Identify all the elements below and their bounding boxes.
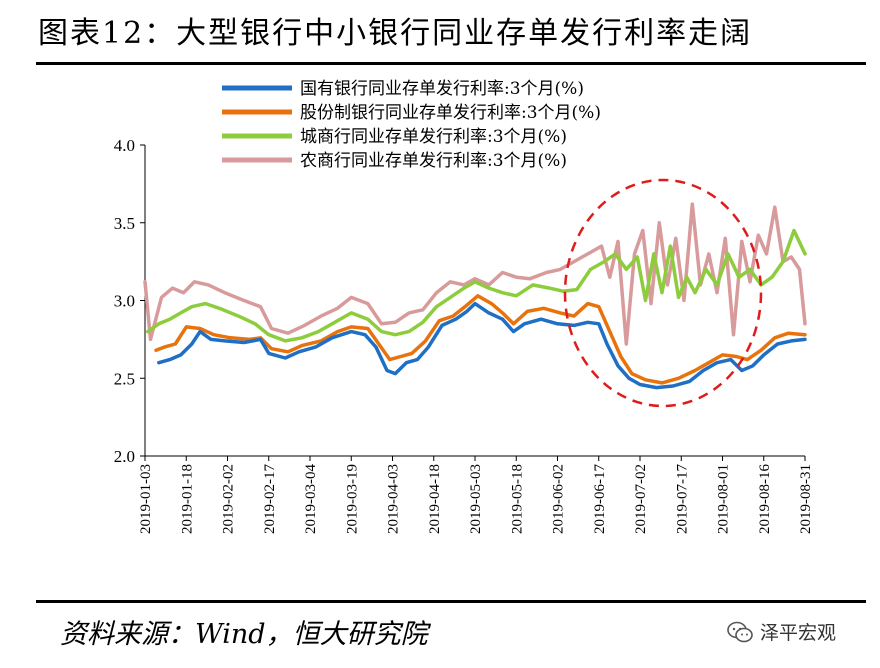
wechat-icon <box>727 621 753 642</box>
series-line-1 <box>157 301 807 390</box>
chart-axes: 2.0 2.5 3.0 3.5 4.0 2019-01-03 2019-01-18 2019-… <box>114 136 814 534</box>
x-tick-label: 2019-01-03 <box>138 464 154 534</box>
title-rule <box>36 62 866 65</box>
x-tick-label: 2019-07-02 <box>633 464 649 534</box>
x-tick-label: 2019-04-03 <box>386 464 402 534</box>
page-title: 图表12：大型银行中小银行同业存单发行利率走阔 <box>38 16 753 51</box>
x-tick-label: 2019-03-19 <box>344 464 360 534</box>
highlight-ellipse <box>563 178 763 408</box>
watermark-text: 泽平宏观 <box>760 622 837 644</box>
legend-label-2: 股份制银行同业存单发行利率:3个月(%) <box>300 103 601 123</box>
x-tick-label: 2019-02-02 <box>221 464 237 534</box>
series-line-4 <box>143 202 807 346</box>
chart: 2.0 2.5 3.0 3.5 4.0 2019-01-03 2019-01-18 2019-… <box>114 79 814 534</box>
y-tick-label: 2.0 <box>114 447 135 466</box>
series-line-3 <box>146 228 807 343</box>
y-tick-label: 4.0 <box>114 136 135 155</box>
legend-label-3: 城商行同业存单发行利率:3个月(%) <box>300 127 567 147</box>
x-tick-label: 2019-06-02 <box>551 464 567 534</box>
x-tick-label: 2019-04-18 <box>427 464 443 534</box>
y-tick-label: 3.5 <box>114 214 135 233</box>
footer-rule <box>36 600 866 603</box>
y-tick-label: 3.0 <box>114 292 135 311</box>
x-tick-label: 2019-08-16 <box>757 464 773 534</box>
watermark: 泽平宏观 <box>726 618 836 645</box>
x-tick-label: 2019-02-17 <box>262 464 278 534</box>
x-tick-label: 2019-03-04 <box>303 464 319 534</box>
x-tick-label: 2019-07-17 <box>674 464 690 534</box>
x-tick-label: 2019-08-31 <box>798 464 814 534</box>
x-tick-label: 2019-08-01 <box>716 464 732 534</box>
source-note: 资料来源：Wind，恒大研究院 <box>60 619 428 650</box>
x-tick-label: 2019-01-18 <box>179 464 195 534</box>
x-tick-label: 2019-05-18 <box>509 464 525 534</box>
legend-label-1: 国有银行同业存单发行利率:3个月(%) <box>300 79 584 99</box>
x-tick-label: 2019-05-03 <box>468 464 484 534</box>
y-tick-label: 2.5 <box>114 369 135 388</box>
x-tick-label: 2019-06-17 <box>592 464 608 534</box>
chart-legend: 国有银行同业存单发行利率:3个月(%) 股份制银行同业存单发行利率:3个月(%) 城… <box>222 79 601 171</box>
chart-series <box>143 202 807 390</box>
legend-label-4: 农商行同业存单发行利率:3个月(%) <box>300 151 567 171</box>
